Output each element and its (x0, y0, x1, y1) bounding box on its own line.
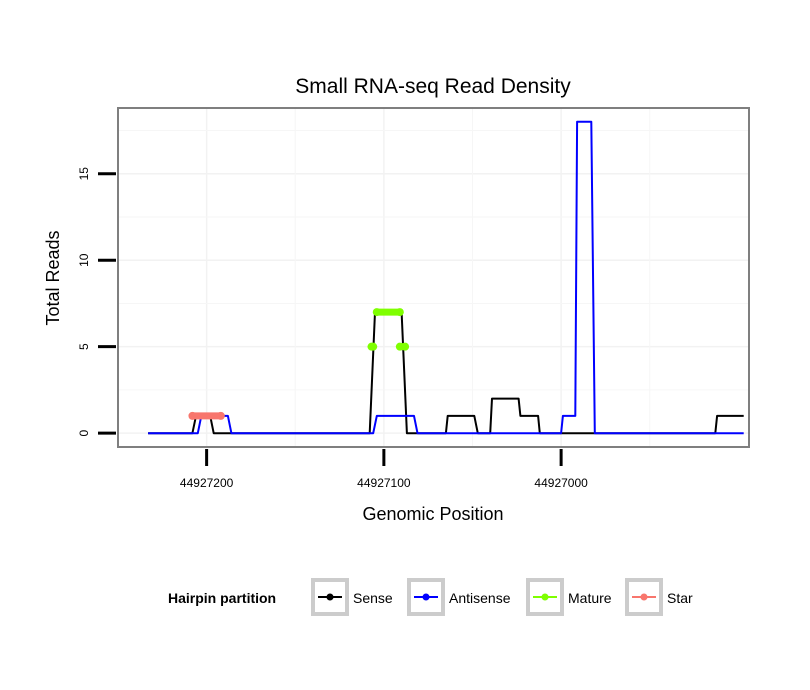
x-tick-label: 44927200 (180, 476, 234, 490)
mature-point (372, 308, 381, 317)
mature-point (369, 342, 378, 351)
star-point (188, 411, 197, 420)
mature-point (395, 308, 404, 317)
y-tick-label: 15 (77, 167, 91, 181)
y-tick-label: 5 (77, 343, 91, 350)
chart-title: Small RNA-seq Read Density (295, 75, 571, 98)
legend-label-sense: Sense (353, 590, 393, 606)
antisense-line (148, 120, 744, 435)
legend-key-antisense (407, 578, 445, 616)
x-tick-label: 44927100 (357, 476, 411, 490)
legend: Hairpin partition Sense Antisense Mature St… (168, 578, 693, 616)
legend-title: Hairpin partition (168, 590, 276, 606)
y-axis-title: Total Reads (43, 230, 63, 325)
legend-point-mature (541, 593, 549, 601)
legend-point-star (640, 593, 648, 601)
y-tick-label: 10 (77, 253, 91, 267)
sense-line (148, 311, 744, 435)
legend-keys: Sense Antisense Mature Star (311, 578, 693, 616)
series-layer (148, 120, 744, 435)
legend-label-star: Star (667, 590, 693, 606)
plot-panel-border (117, 107, 750, 448)
star-point (216, 411, 225, 420)
grid-lines (118, 108, 749, 447)
legend-label-mature: Mature (568, 590, 612, 606)
x-tick-label: 44927000 (534, 476, 588, 490)
axes: 0 5 10 15 44927200 44927100 44927000 (77, 167, 588, 490)
y-tick-label: 0 (77, 430, 91, 437)
legend-point-antisense (422, 593, 430, 601)
mature-point (401, 342, 410, 351)
legend-point-sense (326, 593, 334, 601)
x-axis-title: Genomic Position (362, 504, 503, 524)
legend-label-antisense: Antisense (449, 590, 511, 606)
